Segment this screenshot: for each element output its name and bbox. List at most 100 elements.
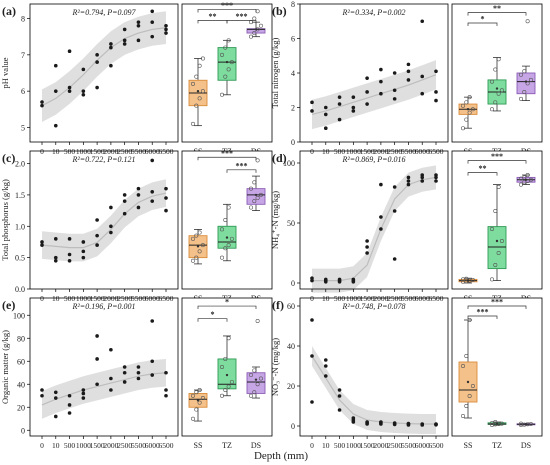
data-point	[67, 85, 72, 90]
data-point	[310, 100, 314, 105]
box-point	[467, 317, 472, 322]
data-point	[136, 193, 141, 197]
box-point	[255, 318, 260, 323]
data-point	[406, 179, 411, 183]
x-tick-label: 6000	[415, 294, 430, 303]
panel-3: 0.00.51.01.52.00 10 500 1000150020002500550…	[0, 149, 273, 303]
data-point	[136, 365, 141, 369]
box-category-label: DS	[521, 441, 531, 450]
fit-line	[312, 176, 437, 282]
data-point	[109, 45, 113, 50]
y-tick-label: 0	[291, 138, 295, 147]
box-point	[528, 77, 533, 82]
box-point	[200, 243, 205, 248]
data-point	[323, 364, 328, 368]
stat-text: R²=0.196, P=0.001	[72, 302, 136, 311]
box-point	[493, 100, 498, 105]
data-point	[67, 252, 72, 257]
box-point	[470, 107, 475, 112]
data-point	[81, 396, 86, 400]
x-tick-label: 10	[52, 147, 60, 156]
box-point	[493, 262, 498, 267]
box-point	[258, 192, 263, 197]
x-tick-label: 2000	[373, 147, 388, 156]
x-tick-label: 500	[334, 441, 346, 450]
data-point	[95, 218, 99, 222]
data-point	[365, 102, 369, 106]
box-point	[489, 79, 494, 84]
x-tick-label: 10	[322, 294, 330, 303]
box-point	[226, 384, 231, 389]
box-point	[249, 373, 254, 378]
box-point	[528, 421, 533, 426]
x-tick-label: 1500	[90, 441, 105, 450]
data-point	[379, 91, 383, 96]
stat-text: R²=0.794, P=0.097	[72, 8, 137, 17]
scatter-frame	[299, 297, 449, 437]
y-tick-label: 20	[17, 403, 25, 412]
x-tick-label: 10	[322, 441, 330, 450]
data-point	[365, 239, 369, 243]
confidence-band	[42, 358, 166, 419]
box-category-label: DS	[251, 441, 261, 450]
data-point	[67, 403, 72, 407]
x-tick-label: 500	[334, 294, 346, 303]
data-point	[379, 421, 383, 425]
fit-line	[41, 372, 167, 406]
box-point	[496, 91, 501, 96]
box-point	[220, 364, 225, 369]
scatter-frame	[299, 150, 449, 290]
data-point	[337, 277, 342, 282]
signif-label: ***	[477, 308, 489, 317]
data-point	[150, 359, 155, 364]
data-point	[136, 186, 141, 191]
data-point	[337, 388, 342, 392]
box-mean	[524, 178, 528, 181]
x-tick-label: 5500	[131, 147, 146, 156]
data-point	[392, 88, 397, 93]
signif-bracket	[467, 22, 498, 26]
box-point	[464, 403, 469, 408]
y-tick-label: 40	[17, 380, 25, 389]
data-point	[53, 89, 58, 93]
box-mean	[524, 80, 528, 83]
y-tick-label: 0	[291, 422, 295, 431]
x-tick-label: 6000	[415, 147, 430, 156]
x-tick-label: 6500	[429, 441, 444, 450]
x-tick-label: 1000	[346, 294, 361, 303]
data-point	[434, 423, 438, 427]
y-axis-title: Total nitrogen (g/kg)	[270, 37, 280, 108]
data-point	[337, 95, 342, 99]
data-point	[310, 318, 314, 322]
data-point	[406, 62, 411, 67]
box	[487, 226, 507, 270]
signif-label: ***	[491, 152, 503, 161]
data-point	[310, 109, 314, 113]
data-point	[53, 63, 58, 68]
x-tick-label: 500	[64, 294, 76, 303]
data-point	[420, 19, 425, 24]
data-point	[95, 53, 99, 57]
data-point	[150, 373, 155, 377]
box-mean	[196, 399, 200, 402]
confidence-band	[42, 11, 166, 123]
box-point	[518, 96, 523, 101]
box-point	[191, 416, 196, 421]
box-point	[220, 92, 225, 97]
box-point	[525, 81, 530, 86]
data-point	[164, 186, 168, 191]
data-point	[122, 199, 127, 203]
data-point	[81, 240, 86, 244]
box-point	[249, 186, 254, 191]
panel-label: (d)	[272, 151, 287, 165]
box-mean	[466, 380, 470, 384]
x-tick-label: 5500	[401, 147, 416, 156]
signif-label: **	[479, 164, 487, 173]
box-point	[470, 383, 475, 388]
x-tick-label: 2500	[387, 147, 402, 156]
box-point	[255, 382, 260, 387]
box-point	[223, 74, 228, 79]
box-point	[496, 185, 501, 190]
box-point	[226, 67, 231, 72]
x-tick-label: 6500	[159, 147, 174, 156]
